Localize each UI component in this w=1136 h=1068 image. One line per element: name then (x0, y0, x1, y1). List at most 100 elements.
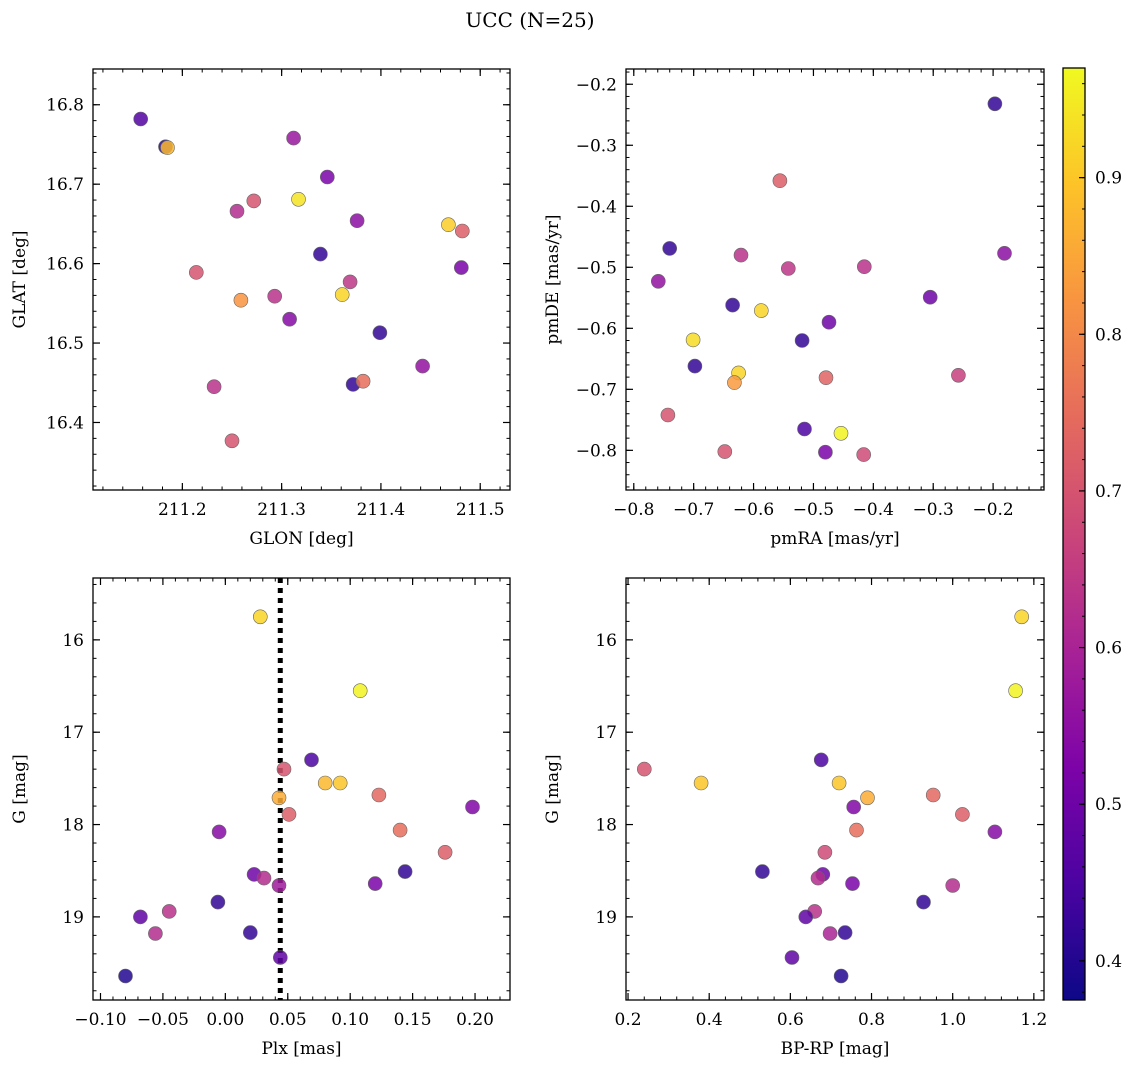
y-tick-label: −0.6 (576, 319, 617, 339)
y-axis-label: pmDE [mas/yr] (543, 214, 563, 344)
y-tick-label: 16 (595, 631, 617, 651)
data-point (733, 247, 749, 263)
data-point (987, 96, 1003, 112)
y-axis-label: G [mag] (10, 754, 30, 823)
data-point (1008, 683, 1023, 699)
data-point (313, 246, 328, 262)
x-tick-label: −0.8 (613, 500, 654, 520)
data-point (210, 894, 226, 910)
data-point (955, 807, 970, 822)
x-tick-label: 0.4 (696, 1010, 723, 1030)
points (133, 111, 470, 449)
x-axis-label: GLON [deg] (249, 529, 353, 549)
data-point (846, 799, 862, 815)
x-tick-label: −0.2 (972, 500, 1013, 520)
data-point (780, 261, 796, 276)
data-point (1014, 609, 1030, 625)
scatter-panel-3: −0.10 −0.05 0.00 0.05 0.10 0.15 0.20 16 17 18 19 Pl… (10, 577, 511, 1059)
data-point (753, 303, 769, 318)
data-point (211, 824, 227, 840)
y-tick-label: 16.5 (46, 334, 84, 354)
points (636, 609, 1030, 984)
y-axis-label: G [mag] (543, 754, 563, 823)
data-point (243, 925, 258, 940)
data-point (291, 192, 306, 207)
data-point (415, 358, 430, 374)
data-point (818, 444, 833, 460)
data-point (797, 421, 812, 437)
data-point (860, 790, 875, 806)
data-point (355, 373, 371, 389)
data-point (821, 314, 837, 330)
data-point (371, 787, 387, 803)
data-point (367, 876, 383, 891)
data-point (206, 379, 222, 395)
data-point (319, 169, 335, 185)
data-point (725, 297, 740, 313)
data-point (845, 876, 860, 891)
data-point (282, 311, 297, 327)
x-tick-label: 0.2 (615, 1010, 642, 1030)
y-tick-label: 16.4 (46, 413, 84, 433)
data-point (831, 775, 847, 791)
scatter-panel-2: −0.8 −0.7 −0.6 −0.5 −0.4 −0.3 −0.2 −0.8 −0.7 −0.6… (543, 68, 1045, 549)
data-point (951, 367, 966, 383)
x-tick-label: −0.6 (733, 500, 774, 520)
data-point (662, 241, 678, 256)
y-axis-label: GLAT [deg] (10, 230, 30, 328)
colorbar: 0.4 0.5 0.6 0.7 0.8 0.9 (1062, 67, 1122, 1001)
x-tick-label: 0.20 (456, 1010, 494, 1030)
data-point (916, 894, 931, 910)
y-tick-label: 17 (595, 723, 617, 743)
data-point (349, 213, 365, 228)
figure-title: UCC (N=25) (465, 8, 594, 32)
x-tick-label: 211.3 (257, 500, 306, 520)
x-tick-label: 1.0 (939, 1010, 966, 1030)
data-point (317, 775, 333, 791)
data-point (849, 822, 864, 838)
y-tick-label: −0.8 (576, 441, 617, 461)
data-point (342, 274, 358, 290)
data-point (271, 878, 287, 893)
data-point (693, 775, 709, 791)
y-tick-label: 16.6 (46, 255, 84, 275)
data-point (856, 259, 872, 275)
data-point (833, 425, 849, 441)
axes-frame (92, 577, 511, 1001)
data-point (441, 217, 456, 232)
data-point (810, 870, 826, 886)
colorbar-tick-label: 0.4 (1095, 952, 1122, 972)
x-tick-label: −0.7 (673, 500, 714, 520)
y-tick-label: 19 (595, 908, 617, 928)
colorbar-gradient (1063, 68, 1085, 1000)
data-point (818, 370, 834, 386)
data-point (233, 292, 249, 308)
data-point (246, 193, 262, 209)
y-tick-label: −0.4 (576, 197, 617, 217)
points (650, 96, 1012, 462)
colorbar-tick-label: 0.6 (1095, 639, 1122, 659)
data-point (817, 844, 833, 860)
data-point (794, 333, 810, 348)
colorbar-frame (1062, 67, 1086, 1001)
data-point (189, 265, 204, 280)
panels: 211.2 211.3 211.4 211.5 16.4 16.5 16.6 16.7 16.8… (10, 68, 1047, 1059)
x-tick-label: 211.4 (357, 500, 406, 520)
data-point (334, 287, 350, 302)
data-point (636, 761, 652, 777)
data-point (267, 288, 283, 304)
y-tick-label: −0.2 (576, 75, 617, 95)
data-point (304, 752, 319, 768)
y-tick-label: 16 (62, 631, 84, 651)
x-tick-label: 211.2 (158, 500, 207, 520)
data-point (397, 864, 413, 879)
x-tick-label: −0.3 (913, 500, 954, 520)
x-axis-label: pmRA [mas/yr] (770, 529, 899, 549)
points (118, 609, 480, 984)
data-point (160, 140, 175, 155)
colorbar-tick-label: 0.8 (1095, 325, 1122, 345)
data-point (276, 761, 292, 777)
data-point (822, 926, 838, 941)
data-point (392, 822, 408, 838)
